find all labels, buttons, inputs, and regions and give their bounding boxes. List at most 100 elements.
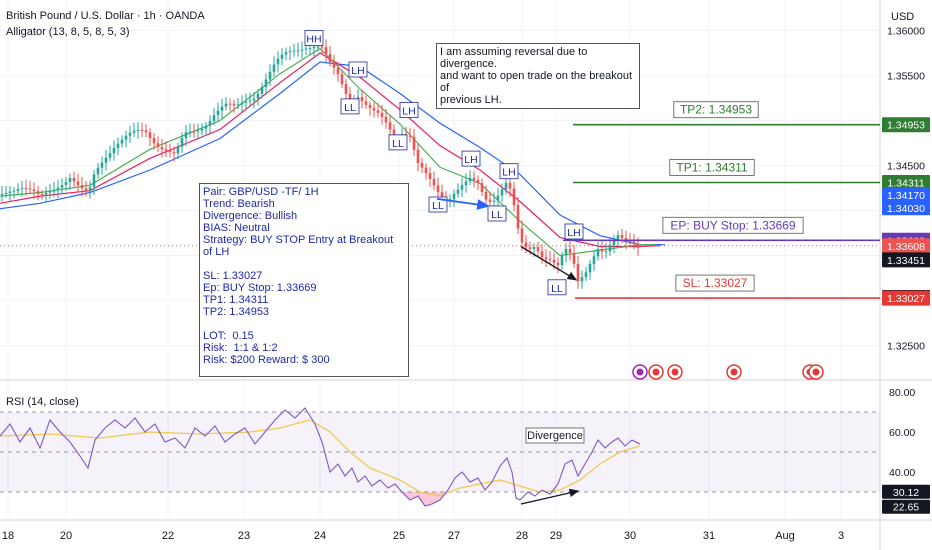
price-axis-tag-label: 1.34030 [887,203,925,215]
swing-label: LH [351,65,364,77]
candle-body [380,112,384,117]
candle-body [568,248,572,254]
candle-body [216,110,220,116]
candle-body [136,129,140,131]
candle-body [124,135,128,140]
candle-body [628,241,632,243]
candle-body [104,157,108,163]
candle-body [180,138,184,147]
alligator-legend[interactable]: Alligator (13, 8, 5, 8, 5, 3) [6,26,130,38]
rsi-divergence-box [525,427,585,444]
swing-label-box [564,223,584,240]
candle-body [504,182,508,190]
trade-plan-note[interactable]: Pair: GBP/USD -TF/ 1H Trend: Bearish Div… [199,183,409,377]
candle-body [188,131,192,133]
price-tick-label: 1.35500 [887,71,925,83]
time-tick-label: 28 [516,530,528,542]
candle-body [140,129,144,131]
time-tick-label: 30 [624,530,636,542]
candle-body [472,177,476,180]
candle-body [424,167,428,174]
candle-body [160,146,164,150]
sl-level-label-box [675,274,755,292]
candle-body [324,47,328,55]
candle-body [608,245,612,252]
time-tick-label: 18 [2,530,14,542]
candle-body [208,120,212,126]
candle-body [552,259,556,263]
time-tick-label: 25 [393,530,405,542]
candle-body [336,67,340,75]
tp1-level-label: TP1: 1.34311 [676,161,747,175]
price-axis-tag-label: 1.33608 [887,241,925,253]
swing-label: LL [392,138,404,150]
candle-body [540,251,544,258]
candle-body [440,192,444,198]
candle-body [252,98,256,101]
tp2-level-label: TP2: 1.34953 [680,103,752,117]
candle-body [304,48,308,50]
candle-body [260,86,264,94]
candle-body [148,132,152,139]
candle-body [360,96,364,102]
candle-body [388,122,392,130]
candle-body [620,234,624,239]
candle-body [384,116,388,123]
candle-body [264,79,268,87]
swing-label: HH [306,34,321,46]
alligator-teeth-line [0,52,661,248]
time-tick-label: 23 [238,530,250,542]
candle-body [536,246,540,252]
time-tick-label: 3 [838,530,844,542]
chart-title[interactable]: British Pound / U.S. Dollar · 1h · OANDA [6,10,205,22]
candle-body [588,263,592,273]
divergence-note[interactable]: I am assuming reversal due to divergence… [436,43,640,109]
candle-body [112,147,116,154]
candle-body [364,101,368,105]
candle-body [248,100,252,102]
candle-body [376,110,380,113]
candle-body [132,130,136,133]
candle-body [72,177,76,182]
candle-body [236,104,240,106]
candle-body [464,181,468,186]
candle-body [348,93,352,103]
swing-label: LL [344,102,356,114]
candle-body [332,62,336,68]
swing-label: LH [402,106,415,118]
price-tick-label: 1.34500 [887,161,925,173]
swing-label-box [487,205,507,222]
rsi-axis-tag-label: 30.12 [893,487,919,499]
candle-body [212,115,216,121]
candle-body [280,54,284,59]
candle-body [508,182,512,189]
candle-body [48,191,52,193]
candle-body [96,167,100,175]
rsi-axis-tag [882,484,930,499]
candle-body [100,162,104,168]
swing-label-box [499,163,519,180]
candle-body [436,185,440,193]
alligator-lips-line [0,47,655,257]
price-axis-tag-label: 1.34953 [887,120,925,132]
candle-body [64,181,68,186]
candle-body [200,128,204,131]
candle-body [320,46,324,48]
candle-body [576,263,580,282]
candle-body [256,93,260,99]
candle-body [556,262,560,266]
candle-body [288,51,292,53]
candle-body [524,242,528,248]
swing-label-box [428,196,448,213]
time-tick-label: 27 [448,530,460,542]
candle-body [56,187,60,190]
candle-body [516,204,520,229]
candle-body [80,185,84,189]
candle-body [52,189,56,192]
rsi-legend[interactable]: RSI (14, close) [6,396,79,408]
economic-event-dot [730,368,738,376]
swing-label-box [399,102,419,118]
candle-body [192,131,196,133]
rsi-line [0,407,641,507]
